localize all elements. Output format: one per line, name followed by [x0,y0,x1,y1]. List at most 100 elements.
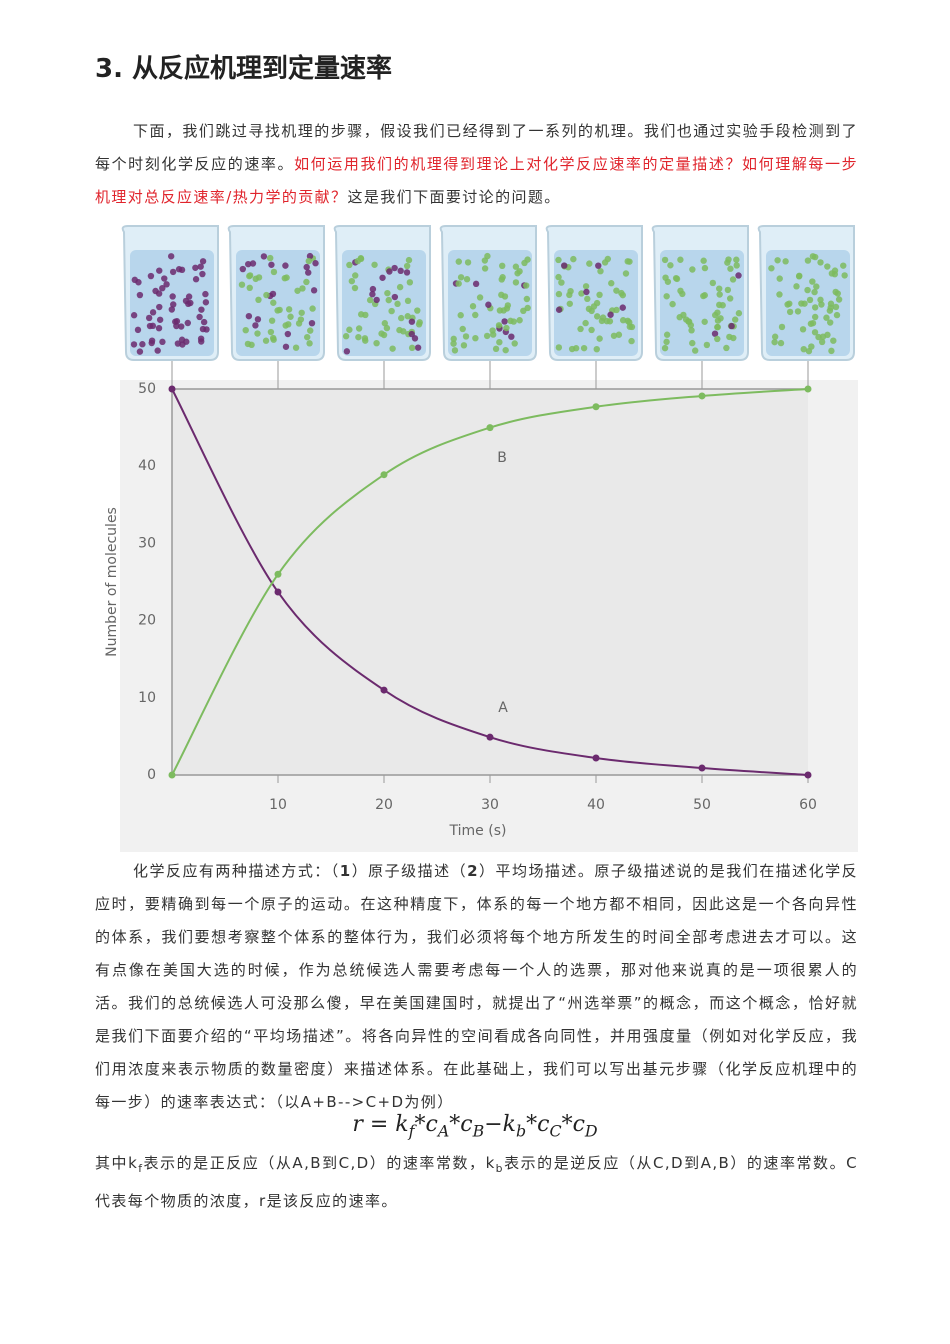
molecule [590,303,598,310]
molecule [771,338,778,346]
molecule [383,324,391,332]
molecule [596,335,603,342]
molecule [817,259,824,266]
data-point [380,686,388,694]
molecule [835,296,843,303]
molecule [246,272,253,280]
text-run: 1 [339,862,352,880]
molecule [714,335,721,343]
molecule [514,270,521,277]
molecule [818,338,826,346]
molecule [268,317,276,324]
molecule [796,272,803,279]
closing-paragraph: 其中kf表示的是正反应（从A,B到C,D）的速率常数，kb表示的是逆反应（从C,… [95,1147,858,1218]
text-run: *c [414,1112,438,1137]
molecule [342,333,350,340]
molecule [455,258,462,265]
molecule [596,291,603,299]
molecule [476,294,484,301]
molecule [244,340,252,348]
molecule [304,333,311,341]
molecule [351,284,359,292]
molecule [308,319,316,327]
molecule [373,296,380,304]
molecule [485,301,492,308]
molecule [269,290,277,298]
molecule [768,265,775,272]
molecule [255,274,263,281]
molecule [381,320,389,327]
molecule [310,287,318,294]
molecule [346,326,353,333]
text-run: 其中k [95,1154,139,1172]
molecule [689,266,696,273]
molecule [254,330,261,337]
y-tick-label: 50 [138,381,156,397]
molecule [498,276,505,283]
molecule [305,269,312,276]
molecule [688,327,695,334]
molecule [343,348,351,355]
molecule [252,322,259,329]
molecule [523,295,531,303]
molecule [312,260,319,267]
molecule [714,323,721,331]
molecule [805,347,813,355]
molecule [149,322,157,330]
molecule [245,312,253,320]
molecule [295,320,303,327]
molecule [677,256,684,263]
molecule [593,313,601,320]
molecule [726,295,734,302]
molecule [662,274,669,281]
molecule [663,338,670,346]
molecule [303,263,310,271]
molecule [408,318,416,325]
molecule [626,258,633,265]
text-run: 这是我们下面要讨论的问题。 [347,188,561,206]
molecule [348,277,356,285]
molecule [483,332,491,340]
series-label: A [498,700,508,716]
molecule [555,344,563,351]
molecule [800,345,807,353]
molecule [282,343,290,350]
molecule [794,308,802,315]
data-point [486,733,494,741]
molecule [369,285,377,293]
data-point [380,471,388,479]
molecule [663,293,670,300]
beaker-liquid [660,250,744,356]
beaker [333,225,431,389]
text-run: *c [449,1112,473,1137]
molecule [394,300,401,308]
molecule [451,347,459,354]
plot-area [172,389,808,775]
molecule [161,275,168,282]
molecule [806,296,814,304]
molecule [192,264,199,271]
title: 3. 从反应机理到定量速率 [95,54,393,84]
molecule [584,295,591,303]
molecule [523,282,530,289]
data-point [592,754,600,762]
molecule [455,280,462,287]
molecule [130,341,138,348]
molecule [156,303,163,311]
molecule [450,335,457,343]
molecule [807,320,815,327]
molecule [811,313,819,321]
molecule [384,289,391,297]
molecule [472,311,479,319]
molecule [583,288,590,296]
text-run: *c [561,1112,585,1137]
molecule [472,280,480,288]
molecule [801,300,808,307]
molecule [782,258,789,265]
molecule [379,274,386,281]
molecule [619,304,626,311]
molecule [403,262,411,270]
molecule [582,319,589,327]
molecule [501,318,508,325]
molecule [566,291,573,299]
